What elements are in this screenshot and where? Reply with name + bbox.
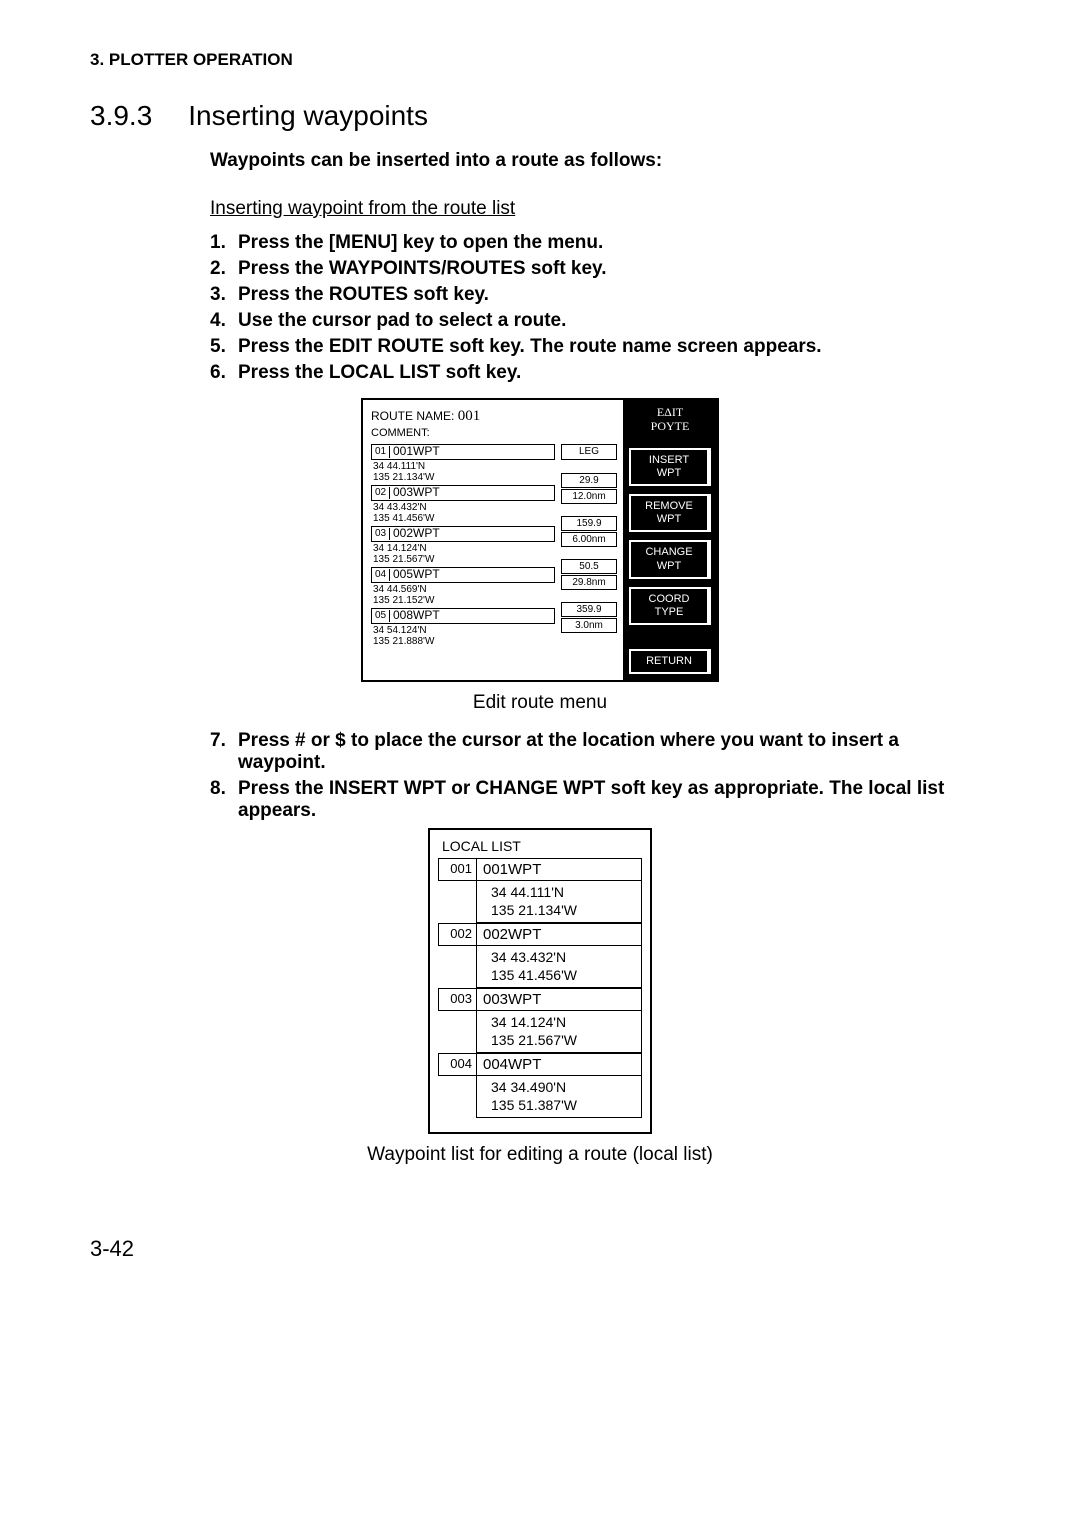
softkey-panel: EΔIT POYTE INSERT WPT REMOVE WPT CHANGE WP… xyxy=(623,400,717,680)
panel-title: EΔIT POYTE xyxy=(629,406,711,434)
chapter-header: 3. PLOTTER OPERATION xyxy=(90,50,990,70)
step-item: 6.Press the LOCAL LIST soft key. xyxy=(210,362,990,384)
waypoint-coords: 34 44.569'N 135 21.152'W xyxy=(371,583,555,608)
sub-heading: Inserting waypoint from the route list xyxy=(210,198,515,220)
step-item: 5.Press the EDIT ROUTE soft key. The rou… xyxy=(210,336,990,358)
leg-dist: 50.5 xyxy=(561,559,617,574)
waypoint-coords: 34 54.124'N 135 21.888'W xyxy=(371,624,555,649)
softkey-button[interactable]: REMOVE WPT xyxy=(629,494,711,532)
local-list-figure: LOCAL LIST 001001WPT34 44.111'N 135 21.1… xyxy=(428,828,652,1134)
leg-dist: 159.9 xyxy=(561,516,617,531)
page-number: 3-42 xyxy=(90,1236,990,1262)
edit-route-figure: ROUTE NAME: 001 COMMENT: 01001WPT34 44.1… xyxy=(361,398,719,682)
section-number: 3.9.3 xyxy=(90,100,152,132)
softkey-button[interactable]: RETURN xyxy=(629,649,711,674)
caption-edit-route: Edit route menu xyxy=(90,692,990,714)
section-heading: 3.9.3 Inserting waypoints xyxy=(90,100,990,132)
step-item: 7.Press # or $ to place the cursor at th… xyxy=(210,730,990,774)
step-item: 1.Press the [MENU] key to open the menu. xyxy=(210,232,990,254)
softkey-button[interactable]: CHANGE WPT xyxy=(629,540,711,578)
softkey-button[interactable]: COORD TYPE xyxy=(629,587,711,625)
waypoint-row: 04005WPT xyxy=(371,567,555,583)
waypoint-row: 02003WPT xyxy=(371,485,555,501)
waypoint-coords: 34 14.124'N 135 21.567'W xyxy=(371,542,555,567)
leg-header: LEG xyxy=(561,444,617,460)
section-title: Inserting waypoints xyxy=(188,100,428,132)
route-name-value: 001 xyxy=(458,408,481,424)
step-item: 2.Press the WAYPOINTS/ROUTES soft key. xyxy=(210,258,990,280)
local-list-row: 002002WPT34 43.432'N 135 41.456'W xyxy=(438,923,642,988)
waypoint-row: 05008WPT xyxy=(371,608,555,624)
caption-local-list: Waypoint list for editing a route (local… xyxy=(90,1144,990,1166)
steps-list-a: 1.Press the [MENU] key to open the menu.… xyxy=(210,232,990,384)
step-item: 3.Press the ROUTES soft key. xyxy=(210,284,990,306)
steps-list-b: 7.Press # or $ to place the cursor at th… xyxy=(210,730,990,822)
route-name-line: ROUTE NAME: 001 xyxy=(371,408,617,425)
leg-dist: 359.9 xyxy=(561,602,617,617)
waypoint-row: 01001WPT xyxy=(371,444,555,460)
local-list-row: 004004WPT34 34.490'N 135 51.387'W xyxy=(438,1053,642,1118)
local-list-title: LOCAL LIST xyxy=(442,838,642,854)
local-list-row: 001001WPT34 44.111'N 135 21.134'W xyxy=(438,858,642,923)
waypoint-coords: 34 44.111'N 135 21.134'W xyxy=(371,460,555,485)
waypoint-column: 01001WPT34 44.111'N 135 21.134'W02003WPT… xyxy=(371,444,555,649)
leg-nm: 3.0nm xyxy=(561,618,617,633)
waypoint-coords: 34 43.432'N 135 41.456'W xyxy=(371,501,555,526)
step-item: 4.Use the cursor pad to select a route. xyxy=(210,310,990,332)
leg-column: LEG 29.912.0nm 159.96.00nm 50.529.8nm 359.9… xyxy=(561,444,617,649)
comment-label: COMMENT: xyxy=(371,427,617,440)
route-name-label: ROUTE NAME: xyxy=(371,409,454,423)
waypoint-row: 03002WPT xyxy=(371,526,555,542)
leg-nm: 6.00nm xyxy=(561,532,617,547)
softkey-button[interactable]: INSERT WPT xyxy=(629,448,711,486)
leg-nm: 12.0nm xyxy=(561,489,617,504)
local-list-row: 003003WPT34 14.124'N 135 21.567'W xyxy=(438,988,642,1053)
leg-dist: 29.9 xyxy=(561,473,617,488)
step-item: 8.Press the INSERT WPT or CHANGE WPT sof… xyxy=(210,778,990,822)
intro-text: Waypoints can be inserted into a route a… xyxy=(210,150,990,172)
leg-nm: 29.8nm xyxy=(561,575,617,590)
